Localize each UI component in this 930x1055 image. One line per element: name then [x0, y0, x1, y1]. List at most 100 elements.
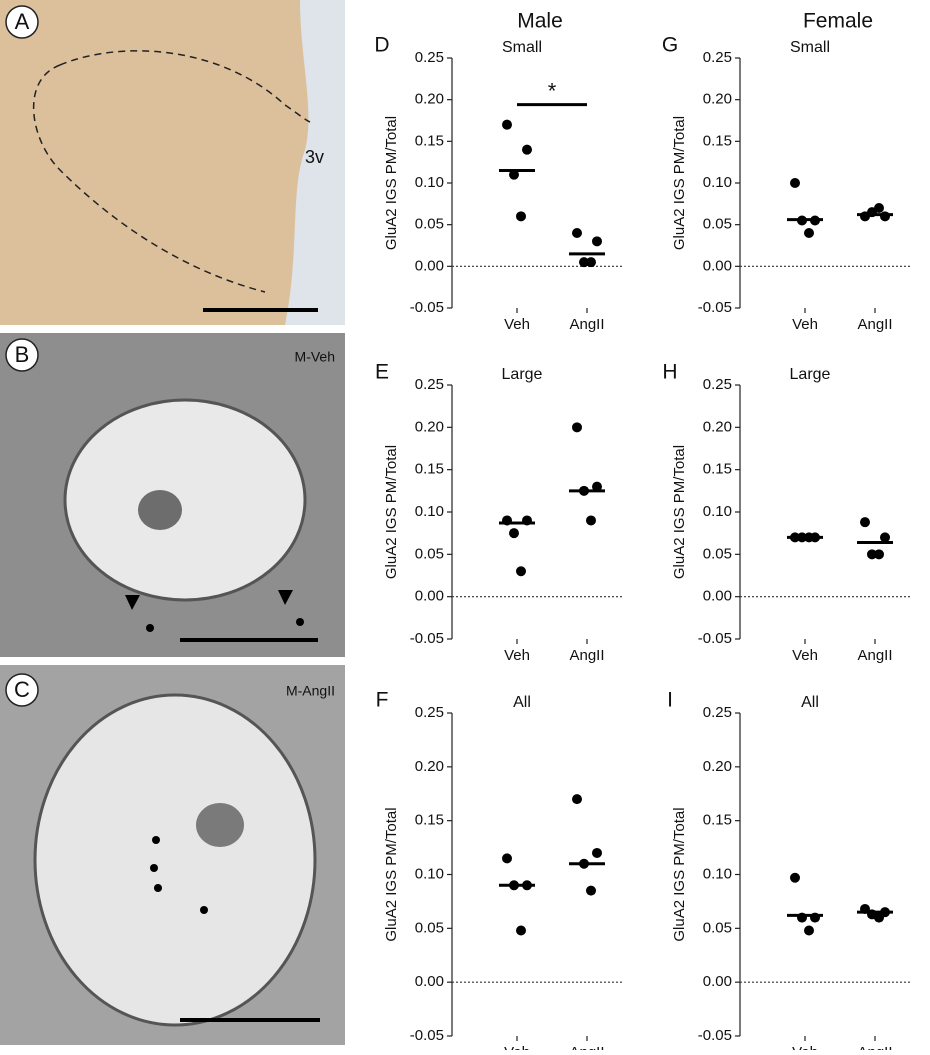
x-tick-label: Veh — [792, 1044, 818, 1050]
y-tick-label: 0.20 — [703, 758, 732, 775]
y-tick-label: 0.00 — [415, 588, 444, 605]
y-tick-label: 0.00 — [703, 257, 732, 274]
image-label: M-AngII — [286, 683, 335, 699]
y-axis-label: GluA2 IGS PM/Total — [383, 445, 400, 579]
y-tick-label: 0.15 — [415, 812, 444, 829]
chart-title: Large — [790, 366, 831, 383]
y-tick-label: 0.00 — [703, 973, 732, 990]
y-tick-label: -0.05 — [410, 1027, 444, 1044]
y-axis-label: GluA2 IGS PM/Total — [383, 116, 400, 250]
x-tick-label: Veh — [504, 1044, 530, 1050]
y-tick-label: -0.05 — [410, 630, 444, 647]
y-tick-label: 0.25 — [703, 704, 732, 721]
data-point — [860, 517, 870, 528]
chart-title: All — [801, 694, 819, 711]
y-axis-label: GluA2 IGS PM/Total — [671, 807, 688, 941]
data-point — [804, 925, 814, 936]
chart-title: Large — [502, 366, 543, 383]
y-tick-label: 0.20 — [415, 758, 444, 775]
data-point — [502, 853, 512, 864]
y-tick-label: 0.25 — [415, 376, 444, 393]
image-label: M-Veh — [295, 349, 335, 365]
y-tick-label: 0.15 — [415, 461, 444, 478]
y-tick-label: 0.20 — [703, 418, 732, 435]
y-tick-label: 0.20 — [415, 418, 444, 435]
y-tick-label: 0.25 — [703, 49, 732, 66]
image-label: 3v — [305, 147, 324, 167]
data-point — [509, 169, 519, 180]
panel-label: A — [15, 9, 30, 34]
x-tick-label: Veh — [792, 316, 818, 333]
data-point — [867, 549, 877, 560]
data-point — [874, 549, 884, 560]
y-tick-label: 0.15 — [415, 132, 444, 149]
data-point — [586, 257, 596, 268]
y-axis-label: GluA2 IGS PM/Total — [671, 116, 688, 250]
column-header: Male — [517, 10, 563, 33]
panel-letter: G — [662, 34, 678, 57]
data-point — [804, 228, 814, 238]
data-point — [880, 211, 890, 222]
data-point — [874, 912, 884, 923]
y-tick-label: 0.10 — [703, 865, 732, 882]
data-point — [572, 228, 582, 238]
y-tick-label: 0.25 — [415, 49, 444, 66]
data-point — [509, 528, 519, 539]
y-tick-label: -0.05 — [698, 630, 732, 647]
data-point — [572, 422, 582, 433]
y-tick-label: 0.00 — [703, 588, 732, 605]
y-axis-label: GluA2 IGS PM/Total — [383, 807, 400, 941]
y-tick-label: 0.05 — [703, 216, 732, 233]
data-point — [790, 872, 800, 883]
x-tick-label: AngII — [569, 647, 604, 664]
data-point — [874, 203, 884, 213]
data-point — [790, 178, 800, 188]
y-tick-label: 0.05 — [415, 545, 444, 562]
micrograph-b: B M-Veh — [0, 333, 345, 657]
y-axis-label: GluA2 IGS PM/Total — [671, 445, 688, 579]
y-tick-label: 0.05 — [703, 545, 732, 562]
chart-title: Small — [502, 39, 542, 56]
chart-title: Small — [790, 39, 830, 56]
data-point — [592, 847, 602, 858]
y-tick-label: -0.05 — [410, 299, 444, 316]
y-tick-label: 0.00 — [415, 973, 444, 990]
data-point — [572, 794, 582, 805]
data-point — [586, 515, 596, 526]
y-tick-label: -0.05 — [698, 299, 732, 316]
y-tick-label: 0.05 — [703, 919, 732, 936]
data-point — [586, 885, 596, 896]
y-tick-label: 0.10 — [703, 174, 732, 191]
data-point — [516, 211, 526, 222]
y-tick-label: 0.20 — [415, 91, 444, 108]
x-tick-label: AngII — [857, 316, 892, 333]
data-point — [516, 925, 526, 936]
micrograph-c: C M-AngII — [0, 665, 345, 1045]
panel-letter: D — [374, 34, 389, 57]
significance-mark: * — [548, 78, 557, 103]
y-tick-label: 0.10 — [415, 865, 444, 882]
panel-letter: F — [376, 689, 389, 712]
panel-label: B — [15, 342, 30, 367]
data-point — [516, 566, 526, 577]
y-tick-label: 0.10 — [703, 503, 732, 520]
y-tick-label: 0.00 — [415, 257, 444, 274]
panel-letter: I — [667, 689, 673, 712]
panel-letter: E — [375, 361, 389, 384]
chart-title: All — [513, 694, 531, 711]
y-tick-label: 0.05 — [415, 216, 444, 233]
y-tick-label: 0.10 — [415, 503, 444, 520]
column-header: Female — [803, 10, 873, 33]
data-point — [579, 257, 589, 268]
micrograph-a: A 3v — [0, 0, 345, 325]
y-tick-label: 0.15 — [703, 461, 732, 478]
data-point — [522, 144, 532, 155]
y-tick-label: 0.15 — [703, 132, 732, 149]
x-tick-label: AngII — [569, 316, 604, 333]
y-tick-label: 0.15 — [703, 812, 732, 829]
data-point — [880, 532, 890, 543]
data-point — [502, 119, 512, 130]
y-tick-label: 0.25 — [703, 376, 732, 393]
data-point — [592, 481, 602, 492]
